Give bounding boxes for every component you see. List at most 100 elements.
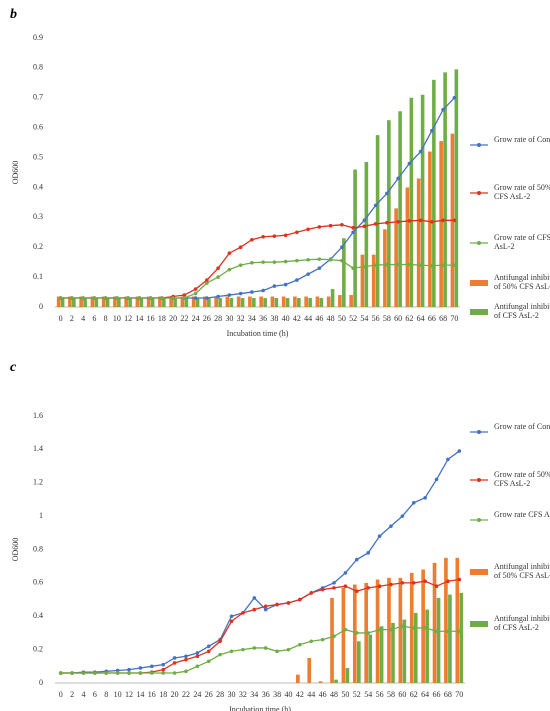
bar [420, 94, 425, 308]
line-marker [295, 278, 299, 282]
bar [448, 594, 452, 683]
y-tick-label: 0.6 [33, 122, 43, 131]
bar [416, 178, 421, 307]
line-marker [272, 234, 277, 238]
line-marker [81, 671, 86, 675]
line-marker [252, 646, 257, 650]
line-marker [457, 577, 462, 582]
line-marker [227, 267, 232, 272]
legend-label: Grow rate of Control [494, 422, 550, 431]
bar [79, 296, 83, 307]
x-tick-label: 34 [250, 690, 258, 699]
line-marker [70, 671, 74, 675]
x-tick-label: 30 [228, 690, 236, 699]
line-marker [362, 264, 367, 269]
bar [297, 298, 301, 307]
bar [398, 111, 402, 307]
x-tick-label: 60 [394, 314, 402, 323]
line-marker [389, 627, 393, 632]
bar [169, 296, 173, 307]
line-marker [252, 596, 257, 600]
line-marker [92, 296, 97, 300]
bar [274, 298, 279, 307]
x-tick-label: 70 [455, 690, 463, 699]
line-marker [351, 266, 355, 270]
line-marker [452, 218, 457, 223]
bar [218, 298, 222, 307]
x-tick-label: 6 [92, 314, 96, 323]
line-marker [389, 582, 393, 587]
line-marker [400, 581, 405, 585]
line-marker [184, 669, 188, 674]
bar [368, 634, 373, 683]
line-marker [250, 290, 254, 294]
legend-swatch [477, 143, 481, 147]
bar [342, 238, 346, 307]
line-marker [70, 296, 74, 300]
x-tick-label: 62 [410, 690, 418, 699]
x-tick-label: 22 [182, 690, 190, 699]
bar [240, 298, 245, 307]
line-marker [184, 657, 188, 662]
line-marker [58, 671, 63, 675]
line-marker [306, 227, 310, 232]
panel-label: c [10, 360, 17, 375]
bar [304, 296, 308, 307]
bar [349, 295, 353, 307]
x-tick-label: 2 [70, 314, 74, 323]
y-tick-label: 0.7 [33, 93, 43, 102]
legend-label: Antifungal inhibition of CFS AsL-2 [494, 614, 550, 633]
bar [352, 584, 357, 683]
line-marker [182, 296, 187, 300]
line-marker [286, 647, 291, 652]
line-marker [206, 659, 211, 664]
bar [387, 120, 391, 307]
x-tick-label: 24 [192, 314, 200, 323]
bar [356, 641, 361, 683]
x-tick-label: 68 [444, 690, 452, 699]
line-marker [241, 611, 245, 615]
x-tick-label: 8 [104, 314, 108, 323]
legend-label: Grow rate of 50% CFS AsL-2 [494, 470, 550, 489]
x-tick-label: 18 [159, 690, 167, 699]
legend-label: Antifungal inhibition of CFS AsL-2 [494, 302, 550, 321]
bar [394, 208, 398, 307]
line-marker [434, 584, 439, 589]
legend-swatch [477, 430, 481, 434]
bar [296, 674, 300, 683]
legend-label: Grow rate of 50% CFS AsL-2 [494, 183, 550, 202]
y-tick-label: 0.8 [33, 63, 43, 72]
line-marker [272, 284, 277, 288]
bar [334, 679, 338, 683]
line-marker [446, 457, 450, 462]
y-tick-label: 0.4 [33, 611, 43, 620]
line-marker [441, 107, 445, 112]
y-tick-label: 0.9 [33, 33, 43, 42]
bar [341, 587, 346, 683]
line-marker [161, 667, 165, 672]
x-tick-label: 34 [248, 314, 256, 323]
bar [281, 296, 286, 307]
line-marker [418, 218, 423, 223]
line-marker [238, 245, 243, 250]
line-marker [104, 671, 109, 675]
line-marker [218, 639, 222, 644]
x-tick-label: 2 [70, 690, 74, 699]
line-marker [137, 296, 142, 300]
line-marker [193, 291, 198, 296]
x-tick-label: 16 [147, 314, 155, 323]
line-marker [377, 627, 382, 632]
bar [135, 296, 140, 307]
line-marker [216, 266, 220, 270]
line-marker [377, 534, 382, 538]
bar [330, 597, 334, 683]
bar [60, 298, 65, 307]
bar [252, 298, 256, 307]
line-marker [229, 619, 234, 624]
bar [432, 79, 436, 307]
x-tick-label: 48 [327, 314, 335, 323]
line-marker [396, 262, 400, 267]
line-marker [148, 296, 153, 300]
line-marker [272, 260, 277, 264]
